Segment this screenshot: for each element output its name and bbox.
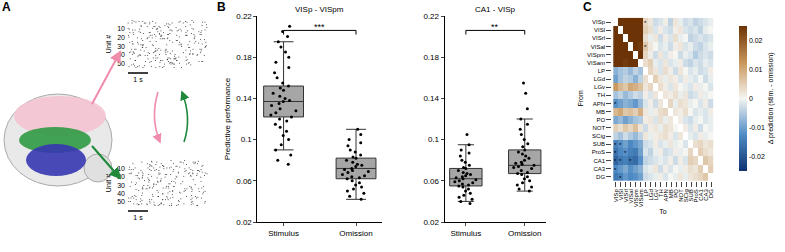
svg-text:ProS: ProS — [592, 149, 605, 155]
svg-text:***: *** — [314, 22, 325, 32]
svg-text:20: 20 — [117, 173, 125, 180]
svg-text:10: 10 — [117, 165, 125, 172]
svg-text:A: A — [2, 0, 11, 14]
svg-text:VISpm: VISpm — [633, 189, 639, 207]
svg-text:1 s: 1 s — [133, 76, 143, 83]
svg-text:Unit #: Unit # — [105, 174, 112, 192]
svg-text:50: 50 — [117, 60, 125, 67]
svg-text:0.14: 0.14 — [236, 94, 252, 103]
svg-text:40: 40 — [117, 190, 125, 197]
svg-text:SUB: SUB — [688, 189, 694, 201]
svg-text:40: 40 — [117, 51, 125, 58]
svg-text:50: 50 — [117, 198, 125, 205]
svg-text:-0.01: -0.01 — [749, 124, 765, 131]
svg-text:0.22: 0.22 — [423, 12, 439, 21]
svg-text:0.18: 0.18 — [423, 53, 439, 62]
svg-text:30: 30 — [117, 43, 125, 50]
svg-text:*: * — [619, 175, 622, 181]
svg-text:VISp: VISp — [613, 189, 619, 203]
svg-text:30: 30 — [117, 182, 125, 189]
svg-text:VISrl: VISrl — [592, 35, 605, 41]
svg-text:CA3: CA3 — [593, 166, 605, 172]
svg-text:SCig: SCig — [592, 133, 605, 139]
svg-text:PO: PO — [673, 189, 679, 198]
svg-text:Stimulus: Stimulus — [268, 229, 299, 238]
svg-text:VISp: VISp — [592, 19, 606, 25]
svg-text:*: * — [629, 158, 632, 164]
svg-text:CA1: CA1 — [593, 158, 605, 164]
svg-text:**: ** — [491, 22, 499, 32]
svg-text:*: * — [644, 44, 647, 50]
svg-text:APN: APN — [593, 101, 605, 107]
svg-text:LGv: LGv — [594, 84, 605, 90]
svg-text:APN: APN — [663, 189, 669, 201]
svg-text:0.14: 0.14 — [423, 94, 439, 103]
svg-text:LP: LP — [643, 189, 649, 196]
svg-text:SUB: SUB — [593, 141, 605, 147]
svg-text:VISal: VISal — [628, 189, 634, 203]
svg-text:LGv: LGv — [653, 189, 659, 200]
svg-text:-0.02: -0.02 — [749, 153, 765, 160]
svg-text:0.1: 0.1 — [428, 135, 440, 144]
svg-text:0.22: 0.22 — [236, 12, 252, 21]
svg-text:1 s: 1 s — [133, 214, 143, 221]
svg-text:*: * — [614, 142, 617, 148]
svg-text:VISl: VISl — [594, 27, 605, 33]
svg-text:LP: LP — [598, 68, 605, 74]
svg-text:CA1 - VISp: CA1 - VISp — [475, 5, 516, 14]
svg-text:*: * — [614, 158, 617, 164]
svg-text:DG: DG — [596, 174, 605, 180]
svg-text:0.02: 0.02 — [423, 218, 439, 227]
svg-text:Predictive performance: Predictive performance — [223, 77, 232, 160]
svg-text:*: * — [624, 150, 627, 156]
svg-text:NOT: NOT — [678, 189, 684, 202]
svg-text:10: 10 — [117, 25, 125, 32]
svg-text:*: * — [619, 158, 622, 164]
svg-text:SCig: SCig — [683, 189, 689, 202]
svg-text:VISal: VISal — [591, 44, 605, 50]
svg-text:MB: MB — [668, 189, 674, 198]
svg-text:VISrl: VISrl — [623, 189, 629, 202]
svg-text:B: B — [217, 0, 226, 14]
svg-text:From: From — [577, 90, 584, 107]
svg-text:ProS: ProS — [693, 189, 699, 202]
svg-text:*: * — [619, 142, 622, 148]
svg-text:0.06: 0.06 — [236, 177, 252, 186]
svg-text:LGd: LGd — [648, 189, 654, 200]
svg-text:DG: DG — [708, 189, 714, 198]
svg-text:*: * — [614, 101, 617, 107]
svg-text:0.01: 0.01 — [749, 66, 763, 73]
svg-text:0.1: 0.1 — [241, 135, 253, 144]
svg-text:Omission: Omission — [339, 229, 372, 238]
svg-text:PO: PO — [596, 117, 605, 123]
svg-text:0: 0 — [749, 95, 753, 102]
svg-text:VISl: VISl — [618, 189, 624, 200]
svg-text:Omission: Omission — [508, 229, 541, 238]
svg-text:TH: TH — [597, 92, 605, 98]
svg-text:0.02: 0.02 — [236, 218, 252, 227]
svg-text:NOT: NOT — [592, 125, 605, 131]
svg-text:LGd: LGd — [594, 76, 605, 82]
svg-text:0.06: 0.06 — [423, 177, 439, 186]
svg-text:CA1: CA1 — [698, 189, 704, 201]
svg-text:VISp - VISpm: VISp - VISpm — [295, 5, 344, 14]
svg-text:*: * — [614, 167, 617, 173]
svg-text:To: To — [659, 208, 667, 215]
svg-text:Δ prediction (stim. - omission: Δ prediction (stim. - omission) — [767, 52, 775, 144]
svg-text:Stimulus: Stimulus — [451, 229, 482, 238]
svg-text:CA3: CA3 — [703, 189, 709, 201]
svg-text:Unit #: Unit # — [105, 35, 112, 53]
svg-text:*: * — [614, 150, 617, 156]
svg-text:0.18: 0.18 — [236, 53, 252, 62]
svg-text:TH: TH — [658, 189, 664, 197]
svg-text:VISam: VISam — [638, 189, 644, 207]
svg-text:VISpm: VISpm — [587, 52, 605, 58]
svg-text:0.02: 0.02 — [749, 37, 763, 44]
svg-text:MB: MB — [596, 109, 605, 115]
svg-text:VISam: VISam — [587, 60, 605, 66]
svg-text:C: C — [583, 0, 592, 14]
svg-text:20: 20 — [117, 34, 125, 41]
svg-text:*: * — [644, 20, 647, 26]
